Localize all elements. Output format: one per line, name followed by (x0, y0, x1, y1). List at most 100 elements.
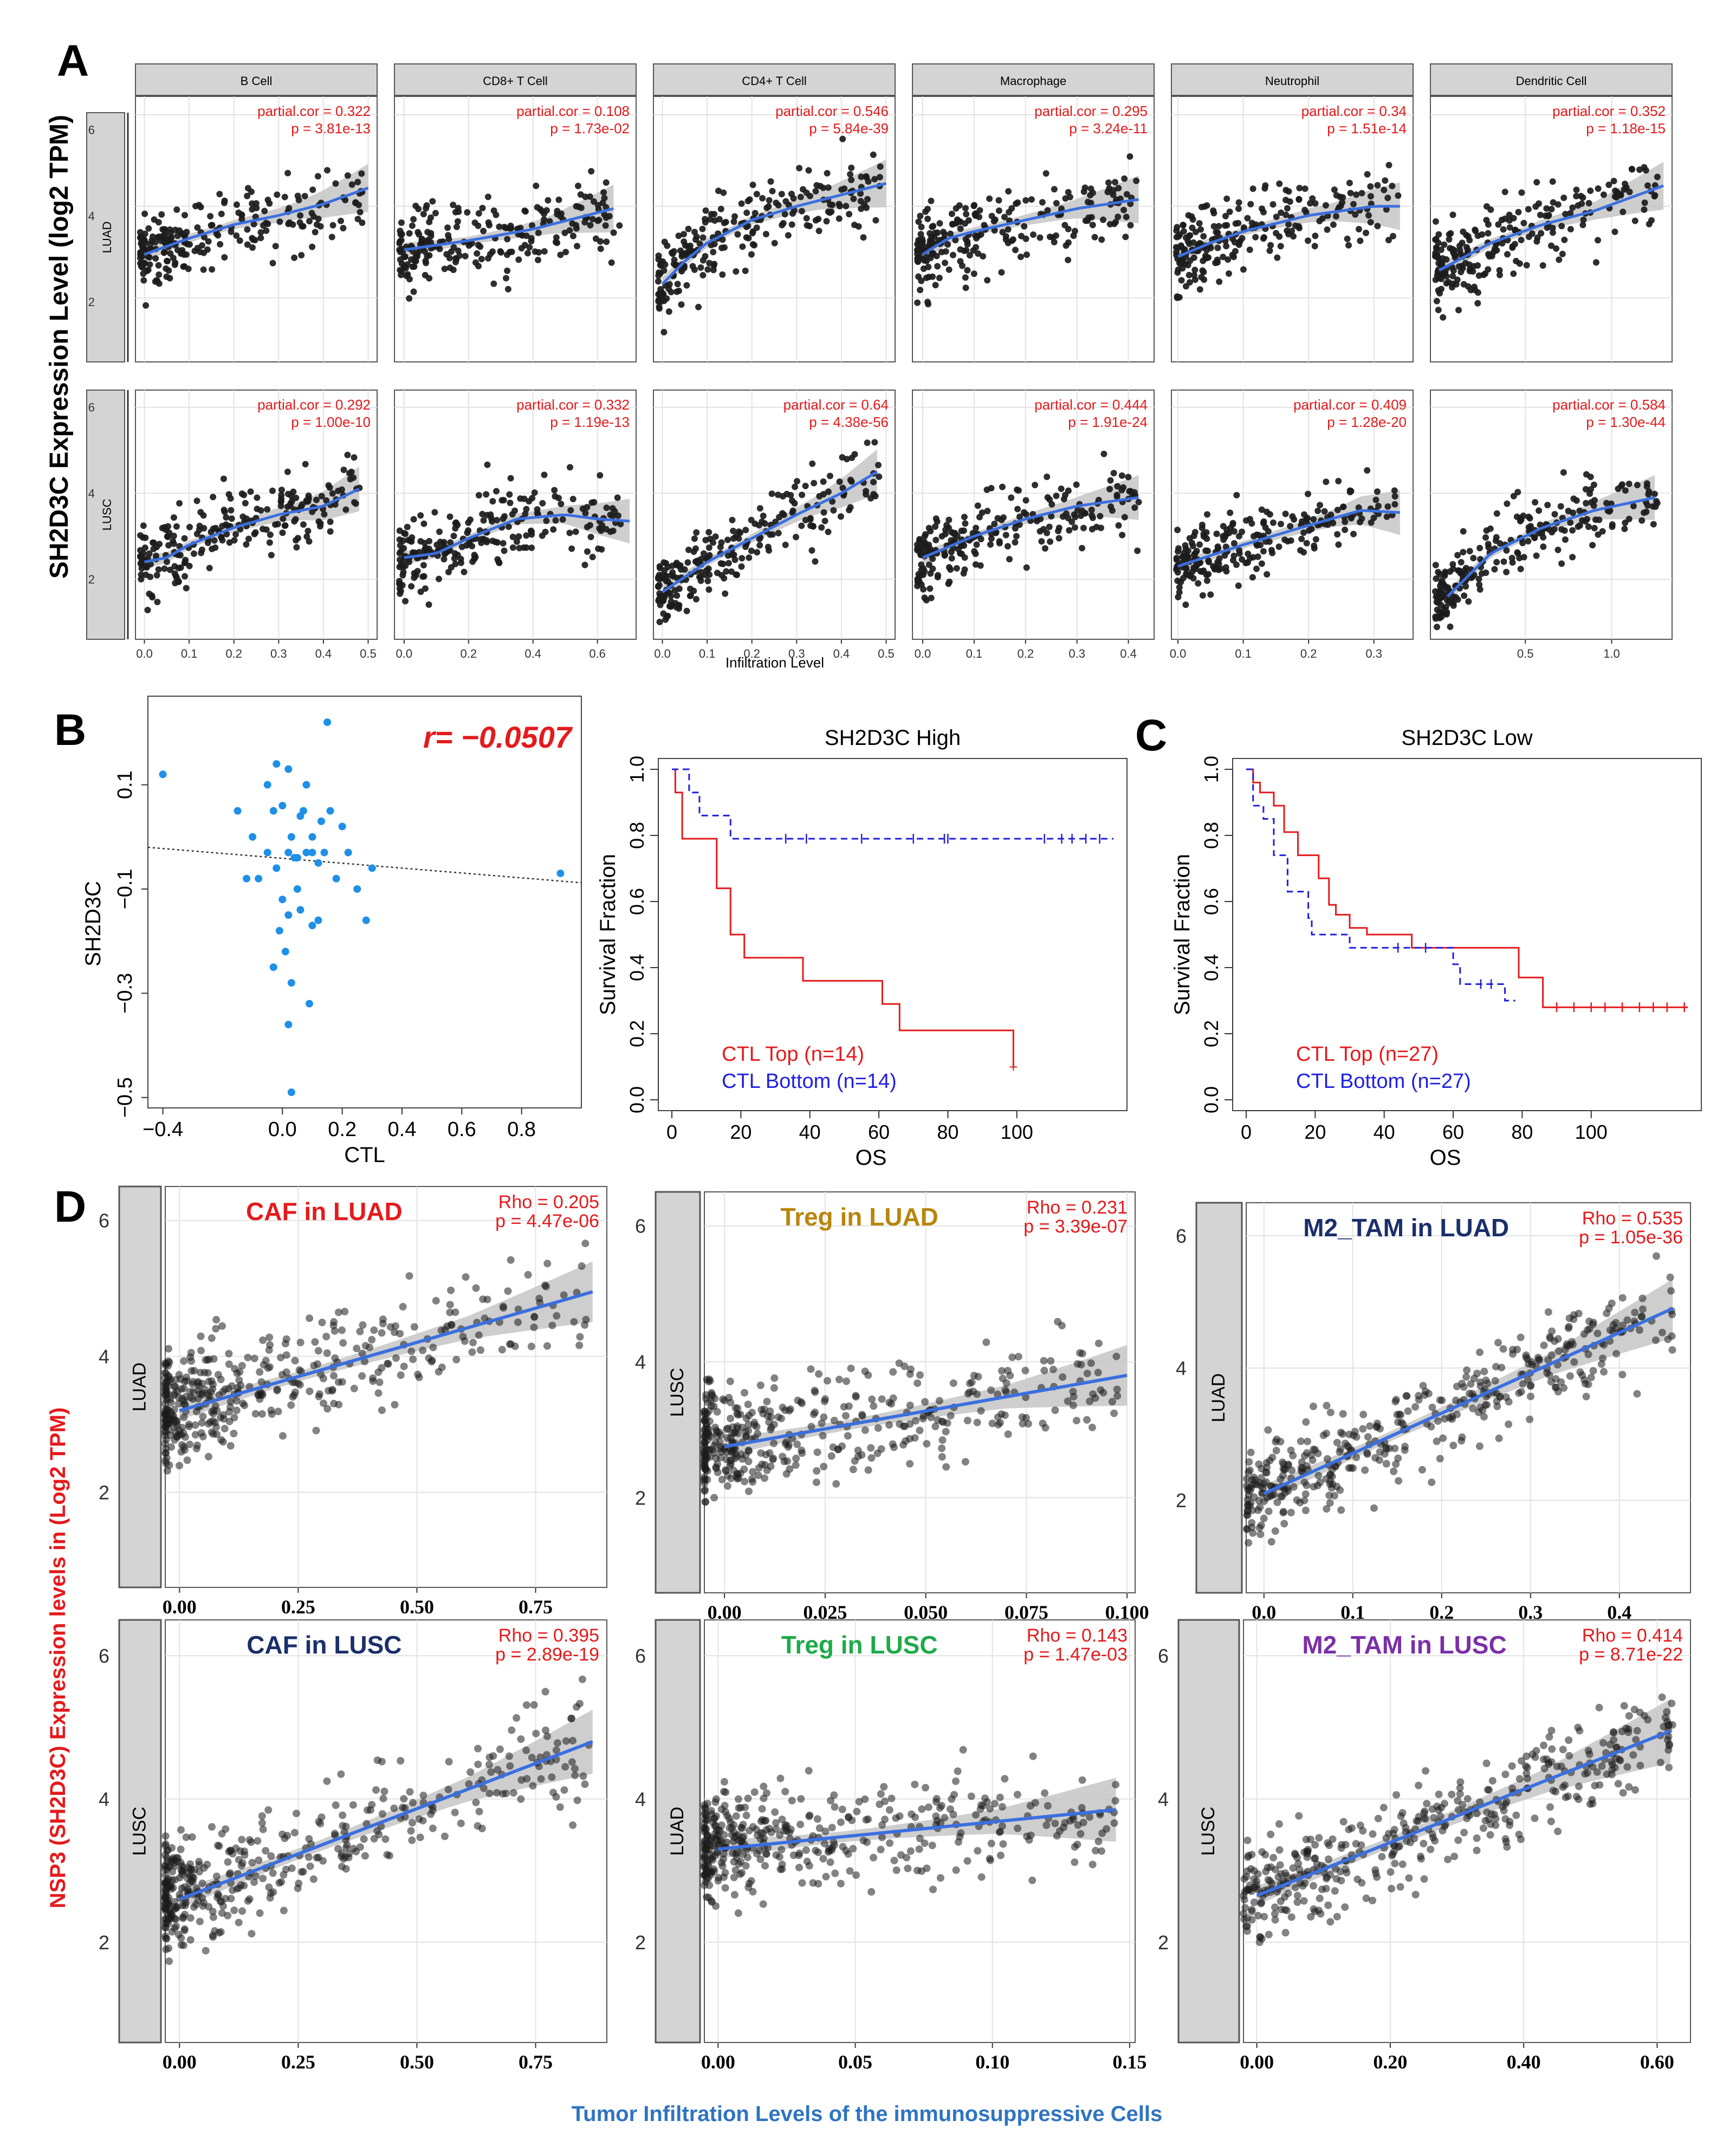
data-point (211, 1927, 219, 1935)
regression-line (147, 846, 582, 884)
data-point (278, 487, 285, 494)
data-point (252, 213, 259, 221)
data-point (584, 504, 591, 511)
data-point (484, 193, 491, 200)
data-point (1435, 588, 1442, 595)
rho-label: Rho = 0.535 (1582, 1208, 1683, 1229)
data-point (1447, 623, 1454, 630)
data-point (1544, 1356, 1552, 1364)
data-point (452, 519, 459, 526)
data-point (1594, 1330, 1602, 1338)
data-point (137, 234, 144, 241)
data-point (842, 1412, 850, 1420)
data-point (378, 1810, 386, 1818)
data-point (1005, 226, 1012, 233)
data-point (754, 1471, 762, 1480)
data-point (562, 1737, 570, 1745)
data-point (1053, 232, 1059, 239)
data-point (948, 210, 955, 217)
data-point (447, 1286, 455, 1294)
data-point (245, 535, 252, 542)
data-point (1587, 187, 1594, 194)
data-point (1037, 515, 1044, 522)
data-point (243, 541, 250, 548)
data-point (1059, 513, 1066, 520)
data-point (1022, 1414, 1030, 1422)
data-point (1210, 223, 1217, 230)
data-point (397, 256, 404, 263)
data-point (766, 547, 773, 554)
data-point (664, 242, 671, 249)
data-point (1460, 228, 1467, 235)
data-point (1596, 516, 1603, 523)
data-point (806, 223, 813, 230)
data-point (1503, 568, 1510, 575)
data-point (1321, 508, 1328, 515)
data-point (1235, 219, 1242, 226)
data-point (257, 229, 264, 236)
data-point (599, 199, 606, 206)
data-point (197, 1332, 205, 1340)
data-point (1065, 487, 1072, 494)
data-point (603, 504, 610, 511)
x-tick-label: 20 (730, 1121, 752, 1143)
data-point (1269, 519, 1277, 526)
data-point (348, 181, 355, 188)
data-point (685, 225, 692, 232)
data-point (1266, 247, 1273, 254)
data-point (1506, 211, 1513, 218)
partial-cor-label: partial.cor = 0.292 (257, 397, 371, 413)
data-point (276, 218, 283, 225)
data-point (568, 1758, 576, 1766)
data-point (1439, 255, 1446, 262)
confidence-band (662, 159, 886, 291)
data-point (155, 262, 162, 269)
data-point (167, 236, 174, 243)
data-point (1044, 207, 1051, 214)
data-point (597, 245, 604, 252)
data-point (1088, 1423, 1096, 1431)
data-point (269, 1888, 277, 1896)
data-point (743, 209, 750, 216)
data-point (1039, 1419, 1047, 1428)
y-tick-label: 4 (1176, 1357, 1187, 1379)
data-point (1127, 222, 1134, 229)
p-value-label: p = 1.51e-14 (1327, 120, 1407, 137)
data-point (1560, 1384, 1568, 1392)
row-strip-label: LUSC (100, 499, 114, 531)
data-point (344, 172, 351, 179)
data-point (735, 535, 742, 542)
data-point (1575, 1309, 1583, 1318)
data-point (1342, 518, 1349, 526)
data-point (256, 1909, 264, 1917)
data-point (1583, 500, 1590, 507)
data-point (1200, 257, 1207, 264)
data-point (244, 192, 251, 199)
panel-label-d: D (54, 1182, 86, 1231)
data-point (1651, 490, 1658, 497)
data-point (454, 223, 460, 230)
y-tick-label: 6 (1176, 1225, 1187, 1247)
data-point (857, 190, 864, 197)
km-curve (1246, 768, 1515, 1002)
data-point (541, 471, 548, 478)
data-point (164, 257, 171, 264)
x-axis-title: Infiltration Level (726, 654, 824, 671)
data-point (759, 194, 766, 202)
data-point (445, 568, 452, 575)
data-point (539, 500, 546, 507)
data-point (1131, 489, 1138, 496)
data-point (781, 211, 788, 218)
data-point (1389, 183, 1396, 190)
data-point (1100, 450, 1107, 457)
data-point (1006, 209, 1013, 216)
data-point (209, 1913, 217, 1921)
y-tick-label: 1.0 (1200, 756, 1222, 783)
data-point (1456, 242, 1463, 249)
data-point (1265, 528, 1272, 535)
data-point (1450, 602, 1457, 609)
data-point (182, 1833, 190, 1841)
data-point (204, 246, 211, 253)
data-point (1561, 236, 1568, 243)
